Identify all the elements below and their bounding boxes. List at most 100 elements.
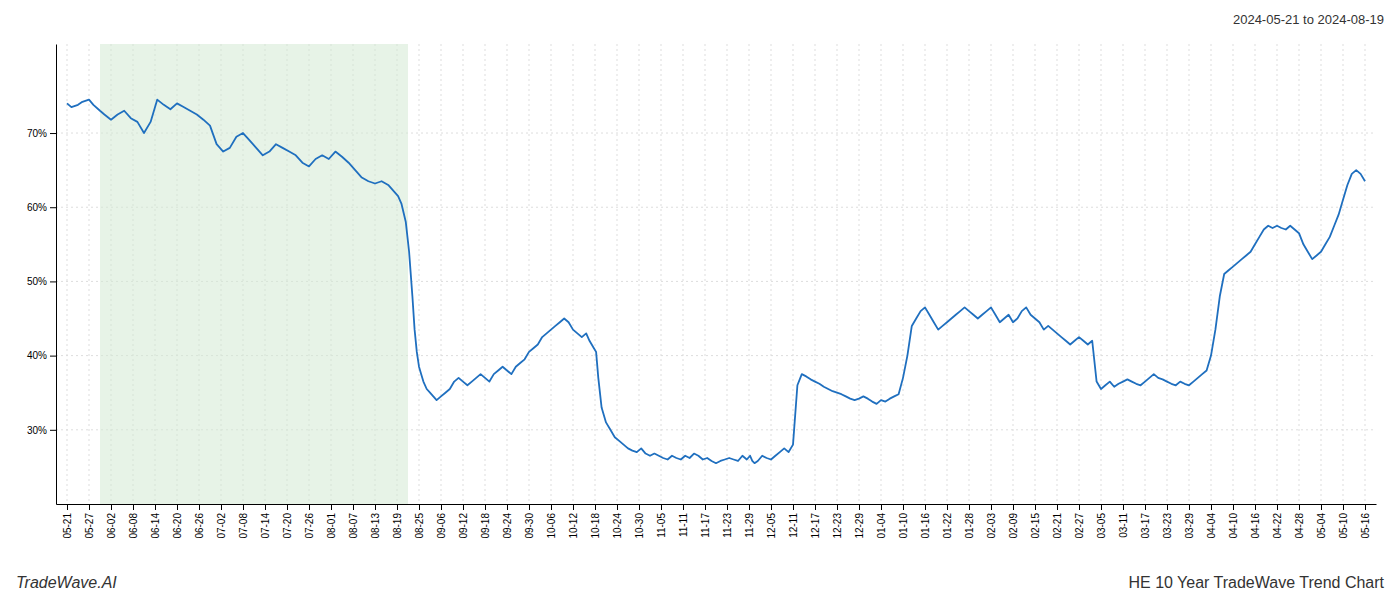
tick: 11-05 (656, 504, 667, 538)
tick-mark (1167, 504, 1168, 510)
tick-label: 07-20 (282, 513, 293, 539)
tick-label: 04-10 (1228, 513, 1239, 539)
tick-mark (309, 504, 310, 510)
tick-mark (50, 430, 56, 431)
tick-mark (1101, 504, 1102, 510)
grid-line (1167, 44, 1168, 504)
grid-line (815, 44, 816, 504)
tick-label: 01-10 (898, 513, 909, 539)
tick-label: 03-17 (1140, 513, 1151, 539)
tick: 03-05 (1096, 504, 1107, 539)
tick-mark (155, 504, 156, 510)
tick: 06-02 (106, 504, 117, 539)
tick-label: 09-06 (436, 513, 447, 539)
tick: 11-11 (678, 504, 689, 537)
grid-line (1057, 44, 1058, 504)
grid-line (595, 44, 596, 504)
tick-label: 09-18 (480, 513, 491, 539)
tick: 07-08 (238, 504, 249, 539)
tick: 12-17 (810, 504, 821, 539)
tick: 07-20 (282, 504, 293, 539)
tick-label: 10-24 (612, 513, 623, 539)
tick-label: 10-06 (546, 513, 557, 539)
tick-mark (463, 504, 464, 510)
tick-mark (1343, 504, 1344, 510)
tick: 09-12 (458, 504, 469, 539)
grid-line (903, 44, 904, 504)
tick: 12-11 (788, 504, 799, 538)
grid-line (1079, 44, 1080, 504)
tick-mark (595, 504, 596, 510)
grid-line (749, 44, 750, 504)
tick-mark (617, 504, 618, 510)
grid-line (89, 44, 90, 504)
annotation: TradeWave.AI (16, 574, 117, 591)
tick: 50% (27, 276, 56, 287)
tick-label: 01-28 (964, 513, 975, 539)
tick-mark (815, 504, 816, 510)
tick: 03-23 (1162, 504, 1173, 539)
tick: 10-12 (568, 504, 579, 539)
tick-label: 60% (27, 202, 47, 213)
line (67, 100, 1365, 464)
tick-label: 50% (27, 276, 47, 287)
tick-label: 12-29 (854, 513, 865, 539)
tick-label: 12-23 (832, 513, 843, 539)
title: HE 10 Year TradeWave Trend Chart (1128, 574, 1384, 591)
tick-label: 03-29 (1184, 513, 1195, 539)
tick: 04-04 (1206, 504, 1217, 539)
tick-mark (287, 504, 288, 510)
grid-line (67, 44, 68, 504)
tick-label: 05-27 (84, 513, 95, 539)
tick-label: 10-12 (568, 513, 579, 539)
tick-label: 08-07 (348, 513, 359, 539)
tick: 40% (27, 350, 56, 361)
grid-line (1035, 44, 1036, 504)
tick-mark (67, 504, 68, 510)
grid-line (1211, 44, 1212, 504)
tick: 06-14 (150, 504, 161, 539)
tick-mark (1013, 504, 1014, 510)
tick: 12-29 (854, 504, 865, 539)
tick-label: 05-04 (1316, 513, 1327, 539)
tick: 05-27 (84, 504, 95, 539)
tick-mark (1035, 504, 1036, 510)
tick-label: 04-28 (1294, 513, 1305, 539)
tick-mark (1057, 504, 1058, 510)
tick-mark (397, 504, 398, 510)
tick-label: 08-19 (392, 513, 403, 539)
marks (67, 44, 1365, 504)
tick-label: 01-04 (876, 513, 887, 539)
chart: 05-2105-2706-0206-0806-1406-2006-2607-02… (0, 0, 1400, 600)
tick-mark (881, 504, 882, 510)
tick-mark (925, 504, 926, 510)
tick: 08-25 (414, 504, 425, 539)
grid-line (1123, 44, 1124, 504)
tick-label: 06-08 (128, 513, 139, 539)
tick-label: 04-22 (1272, 513, 1283, 539)
tick: 10-24 (612, 504, 623, 539)
tick: 02-27 (1074, 504, 1085, 539)
tick-mark (793, 504, 794, 510)
tick: 02-09 (1008, 504, 1019, 539)
tick-label: 08-13 (370, 513, 381, 539)
tick-mark (375, 504, 376, 510)
x-axis: 05-2105-2706-0206-0806-1406-2006-2607-02… (57, 504, 1377, 539)
tick-mark (353, 504, 354, 510)
grid-line (1255, 44, 1256, 504)
tick: 11-17 (700, 504, 711, 538)
tick: 03-29 (1184, 504, 1195, 539)
tick-mark (683, 504, 684, 510)
tick: 01-28 (964, 504, 975, 539)
grid-line (1365, 44, 1366, 504)
tick-mark (1145, 504, 1146, 510)
tick-label: 05-16 (1360, 513, 1371, 539)
tick: 06-26 (194, 504, 205, 539)
tick-label: 02-15 (1030, 513, 1041, 539)
tick-mark (1211, 504, 1212, 510)
grid-line (881, 44, 882, 504)
tick-label: 08-01 (326, 513, 337, 539)
tick-label: 09-24 (502, 513, 513, 539)
axis-line (56, 45, 57, 505)
grid-line (969, 44, 970, 504)
